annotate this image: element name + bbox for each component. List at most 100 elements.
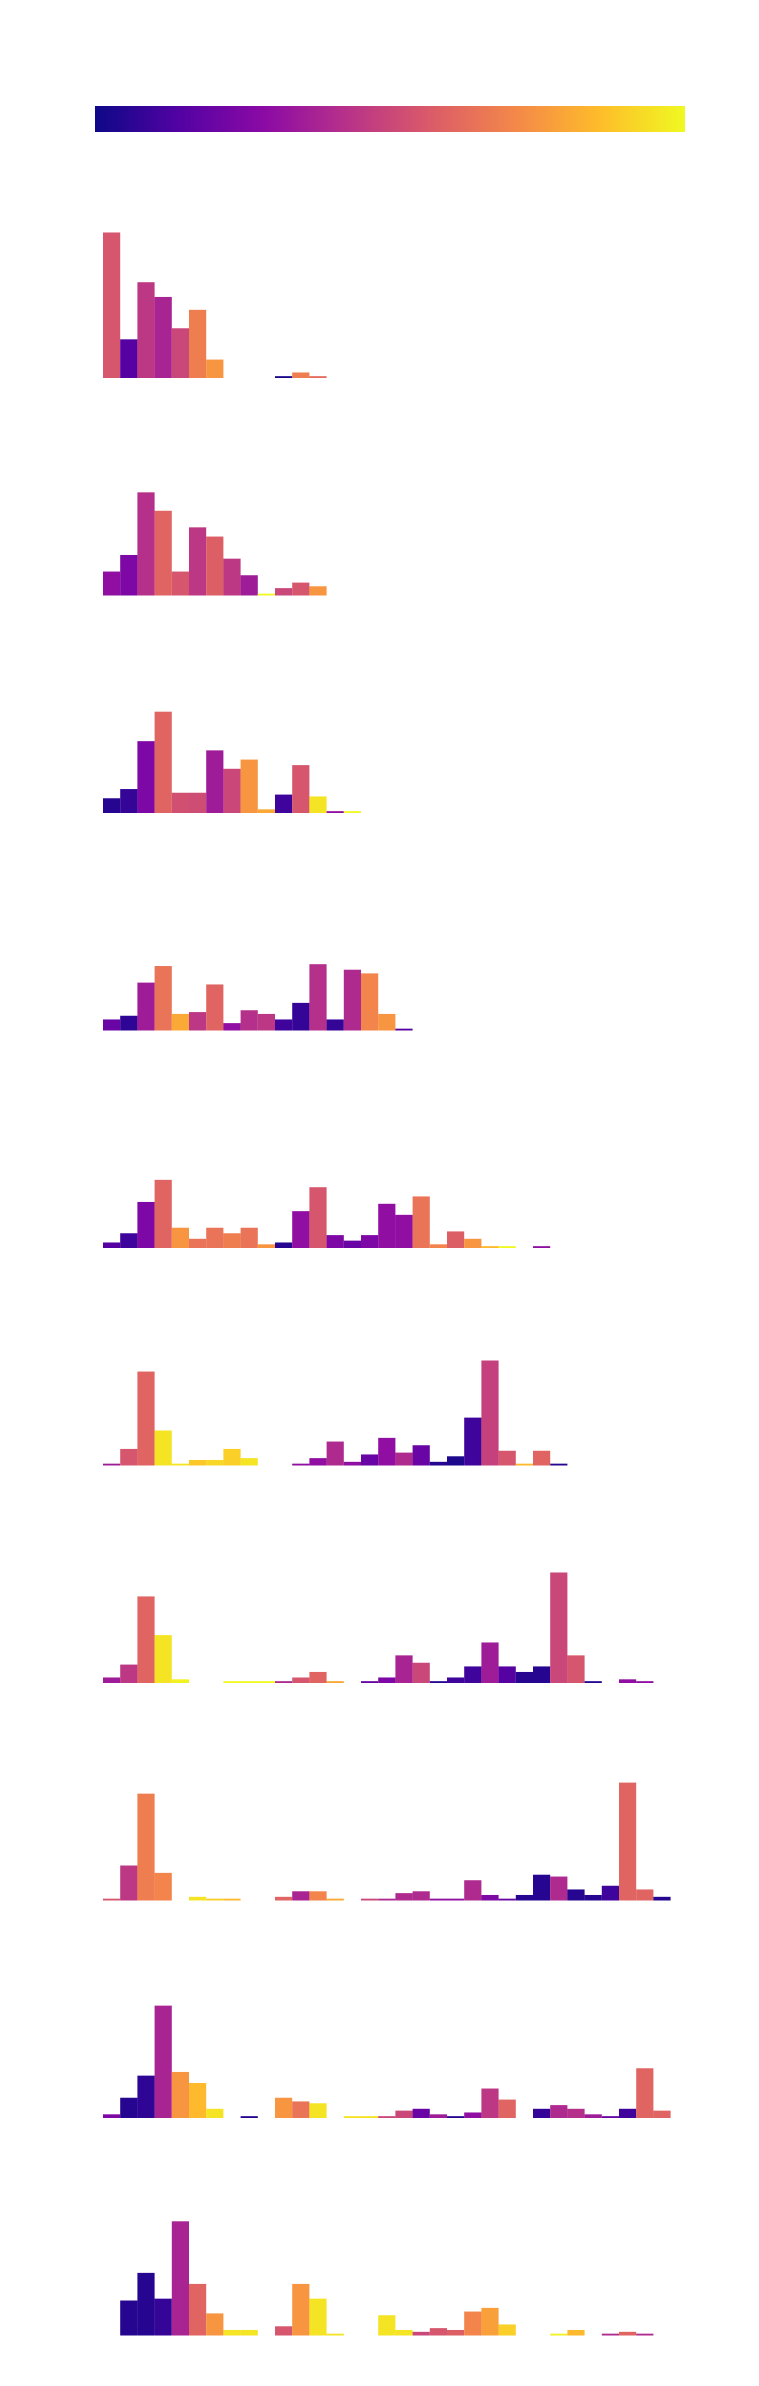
bar	[326, 2333, 344, 2336]
bar	[498, 2099, 516, 2118]
bar	[343, 969, 361, 1031]
bar	[189, 527, 207, 596]
bar	[292, 1891, 310, 1901]
bar	[120, 1233, 138, 1248]
bar	[223, 558, 241, 596]
bar	[275, 1019, 293, 1031]
bar	[120, 789, 138, 813]
bar	[464, 1417, 482, 1466]
bar	[240, 759, 258, 813]
bar	[481, 1360, 499, 1466]
bar	[206, 1227, 224, 1248]
bar	[412, 2108, 430, 2118]
bar	[154, 2298, 172, 2336]
bar	[206, 750, 224, 813]
bar	[481, 1642, 499, 1683]
bar	[636, 2333, 654, 2336]
bar	[515, 1463, 533, 1466]
bar	[412, 1891, 430, 1901]
bar	[429, 1898, 447, 1901]
bar	[103, 1677, 121, 1683]
bar	[619, 1782, 637, 1901]
bar	[189, 1012, 207, 1031]
bar	[103, 1463, 121, 1466]
bar	[103, 798, 121, 813]
bar	[275, 1681, 293, 1683]
bar-row-6	[103, 1360, 568, 1466]
bar	[515, 1894, 533, 1901]
bar	[447, 2329, 465, 2336]
bar	[103, 232, 121, 378]
bar	[567, 2329, 585, 2336]
bar	[154, 1872, 172, 1901]
bar	[429, 1461, 447, 1466]
bar	[240, 1227, 258, 1248]
bar	[292, 2283, 310, 2336]
bar	[412, 2331, 430, 2336]
bar	[120, 1865, 138, 1901]
bar	[653, 2110, 671, 2118]
bar	[343, 1240, 361, 1248]
bar	[292, 1677, 310, 1683]
bar	[498, 1898, 516, 1901]
bar	[567, 2108, 585, 2118]
bar	[378, 1203, 396, 1248]
bar	[447, 1231, 465, 1248]
bar	[481, 1246, 499, 1248]
bar	[154, 296, 172, 378]
bar	[171, 571, 189, 596]
bar	[584, 1681, 602, 1683]
bar	[550, 1463, 568, 1466]
bar	[137, 1201, 155, 1248]
bar	[154, 1430, 172, 1466]
bar	[533, 2108, 551, 2118]
bar	[515, 1671, 533, 1683]
bar	[292, 1463, 310, 1466]
bar	[120, 2097, 138, 2118]
bar	[619, 2331, 637, 2336]
bar	[378, 1677, 396, 1683]
bar	[498, 2324, 516, 2336]
bar	[240, 1010, 258, 1031]
bar	[309, 1187, 327, 1248]
bar	[326, 811, 344, 813]
bar	[120, 1015, 138, 1031]
bar	[189, 792, 207, 813]
bar-row-7	[103, 1572, 654, 1683]
bar	[189, 2083, 207, 2118]
bar	[223, 1681, 241, 1683]
bar	[154, 1635, 172, 1683]
bar	[309, 1671, 327, 1683]
bar	[171, 1463, 189, 1466]
bar	[378, 1013, 396, 1031]
bar-row-10	[120, 2221, 654, 2336]
bar-rows	[103, 232, 671, 2336]
bar	[378, 1898, 396, 1901]
bar	[429, 2328, 447, 2336]
bar	[447, 2116, 465, 2118]
bar	[120, 1448, 138, 1466]
bar	[378, 2315, 396, 2336]
bar	[619, 1679, 637, 1683]
bar	[361, 973, 379, 1031]
bar	[137, 1596, 155, 1683]
bar	[498, 1246, 516, 1248]
bar	[533, 1666, 551, 1683]
bar	[257, 809, 275, 813]
bar	[257, 1681, 275, 1683]
bar	[550, 1876, 568, 1901]
bar	[378, 1437, 396, 1466]
bar	[550, 2333, 568, 2336]
bar	[292, 1211, 310, 1248]
bar	[326, 1681, 344, 1683]
bar	[103, 1019, 121, 1031]
bar	[447, 1677, 465, 1683]
bar	[257, 1244, 275, 1248]
bar	[395, 1893, 413, 1901]
bar	[240, 575, 258, 596]
bar	[240, 2116, 258, 2118]
bar-row-3	[103, 711, 361, 813]
bar	[275, 1242, 293, 1248]
bar	[412, 1662, 430, 1683]
bar	[120, 554, 138, 596]
